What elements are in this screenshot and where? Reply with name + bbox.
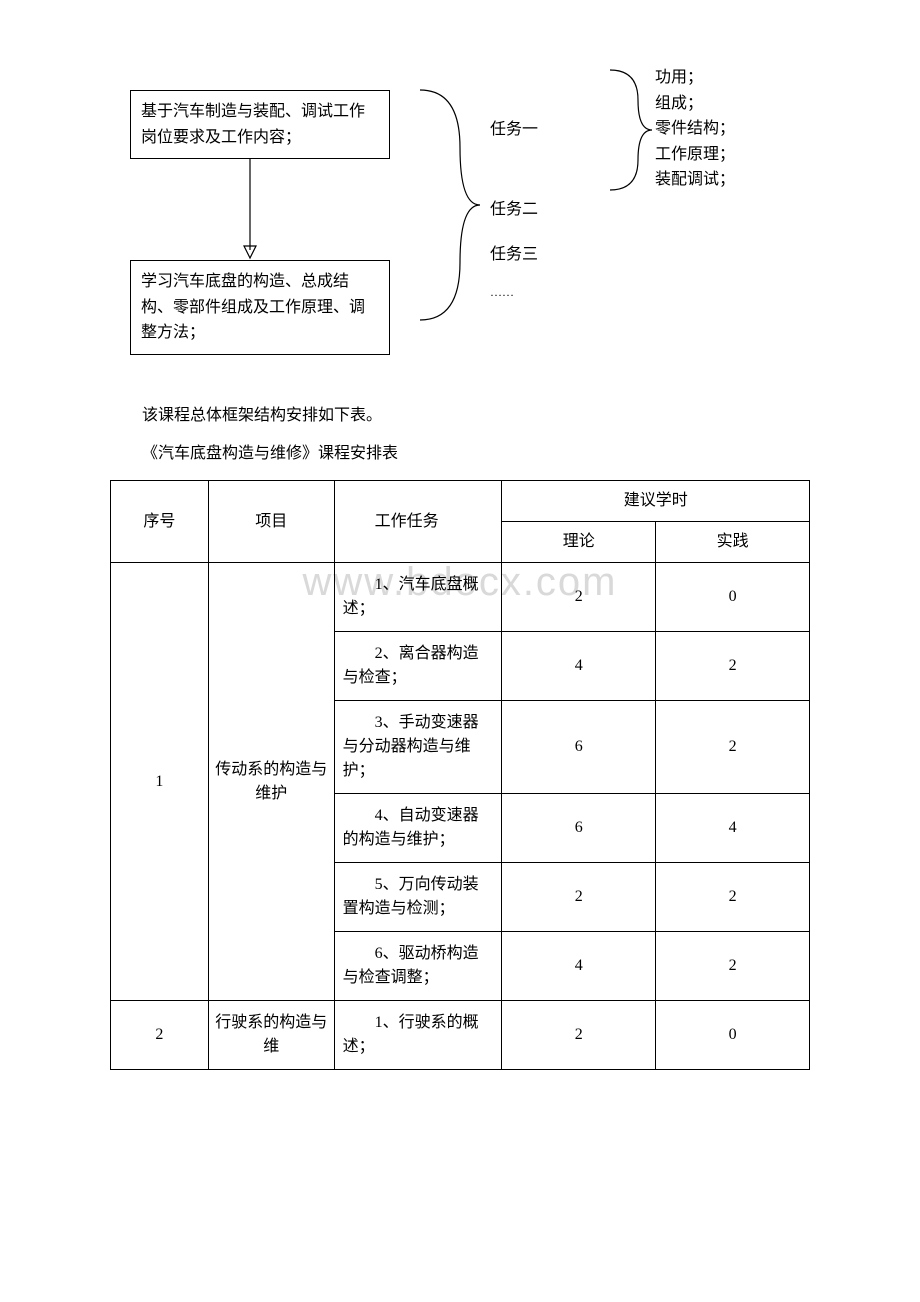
cell-task: 6、驱动桥构造与检查调整； [334, 932, 502, 1001]
th-practice: 实践 [656, 522, 810, 563]
th-theory: 理论 [502, 522, 656, 563]
cell-practice: 2 [656, 632, 810, 701]
concept-diagram: 基于汽车制造与装配、调试工作岗位要求及工作内容； 学习汽车底盘的构造、总成结构、… [110, 60, 810, 360]
cell-project: 传动系的构造与维护 [208, 563, 334, 1001]
table-row: 2行驶系的构造与维1、行驶系的概述；20 [111, 1001, 810, 1070]
cell-theory: 2 [502, 863, 656, 932]
task-3-label: 任务三 [490, 240, 538, 264]
th-project: 项目 [208, 481, 334, 563]
task-item: 零件结构； [655, 116, 735, 142]
th-task: 工作任务 [334, 481, 502, 563]
cell-practice: 2 [656, 701, 810, 794]
cell-practice: 0 [656, 1001, 810, 1070]
task-item: 组成； [655, 91, 735, 117]
intro-paragraph: 该课程总体框架结构安排如下表。 [110, 400, 810, 432]
cell-seq: 1 [111, 563, 209, 1001]
cell-practice: 2 [656, 863, 810, 932]
cell-task: 5、万向传动装置构造与检测； [334, 863, 502, 932]
task-item: 工作原理； [655, 142, 735, 168]
th-seq: 序号 [111, 481, 209, 563]
task-1-label: 任务一 [490, 115, 538, 139]
course-schedule-table: 序号 项目 工作任务 建议学时 理论 实践 1传动系的构造与维护1、汽车底盘概述… [110, 480, 810, 1070]
cell-task: 3、手动变速器与分动器构造与维护； [334, 701, 502, 794]
cell-theory: 2 [502, 563, 656, 632]
table-row: 1传动系的构造与维护1、汽车底盘概述；20 [111, 563, 810, 632]
cell-task: 1、行驶系的概述； [334, 1001, 502, 1070]
task-item: 功用； [655, 65, 735, 91]
diagram-box-study-content: 学习汽车底盘的构造、总成结构、零部件组成及工作原理、调整方法； [130, 260, 390, 355]
cell-theory: 2 [502, 1001, 656, 1070]
th-hours-group: 建议学时 [502, 481, 810, 522]
cell-practice: 0 [656, 563, 810, 632]
task-ellipsis: …… [490, 285, 514, 300]
cell-theory: 4 [502, 632, 656, 701]
cell-seq: 2 [111, 1001, 209, 1070]
cell-task: 2、离合器构造与检查； [334, 632, 502, 701]
cell-task: 1、汽车底盘概述； [334, 563, 502, 632]
diagram-box-job-requirements: 基于汽车制造与装配、调试工作岗位要求及工作内容； [130, 90, 390, 159]
table-title: 《汽车底盘构造与维修》课程安排表 [110, 438, 810, 470]
task-1-items: 功用；组成；零件结构；工作原理；装配调试； [655, 65, 735, 193]
cell-project: 行驶系的构造与维 [208, 1001, 334, 1070]
cell-theory: 6 [502, 794, 656, 863]
cell-practice: 2 [656, 932, 810, 1001]
task-2-label: 任务二 [490, 195, 538, 219]
task-item: 装配调试； [655, 167, 735, 193]
cell-theory: 4 [502, 932, 656, 1001]
cell-practice: 4 [656, 794, 810, 863]
cell-task: 4、自动变速器的构造与维护； [334, 794, 502, 863]
cell-theory: 6 [502, 701, 656, 794]
table-body: 1传动系的构造与维护1、汽车底盘概述；202、离合器构造与检查；423、手动变速… [111, 563, 810, 1070]
